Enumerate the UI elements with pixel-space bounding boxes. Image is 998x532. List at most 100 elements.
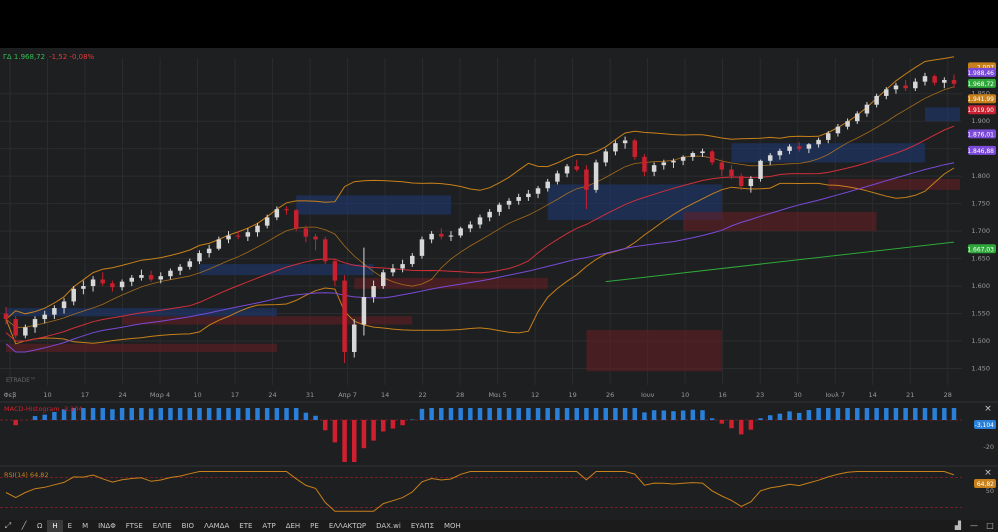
macd-bar xyxy=(177,408,183,420)
candle xyxy=(526,193,531,198)
candle xyxy=(874,95,879,105)
macd-bar xyxy=(129,408,135,420)
timeframe-tab[interactable]: DAX.wi xyxy=(376,522,401,530)
candle xyxy=(709,151,715,163)
x-tick-label: Ιουν xyxy=(641,391,655,399)
macd-bar xyxy=(632,408,638,420)
timeframe-tab[interactable]: Ω xyxy=(37,522,43,530)
macd-bar xyxy=(564,408,570,420)
zone-box xyxy=(828,178,960,190)
macd-bar xyxy=(322,420,328,431)
top-blank xyxy=(0,0,998,48)
timeframe-tab[interactable]: ΡΕ xyxy=(310,522,319,530)
candle xyxy=(3,313,9,320)
candles xyxy=(3,72,957,364)
macd-bar xyxy=(680,410,686,420)
timeframe-tab[interactable]: ΛΑΜΔΑ xyxy=(204,522,230,530)
macd-bar xyxy=(545,408,550,420)
candle xyxy=(603,151,609,163)
macd-bar xyxy=(477,408,483,420)
macd-bar xyxy=(738,420,744,435)
timeframe-tab[interactable]: Μ xyxy=(82,522,89,530)
timeframe-tab[interactable]: ΕΥΑΠΣ xyxy=(410,522,434,530)
timeframe-tab[interactable]: Η xyxy=(47,520,63,532)
macd-bar xyxy=(516,408,521,420)
macd-bar xyxy=(216,408,222,420)
timeframe-tab[interactable]: ΜΟΗ xyxy=(444,522,461,530)
y-tick-label: 1.450 xyxy=(971,365,990,373)
x-tick-label: 10 xyxy=(43,391,51,399)
candle xyxy=(13,319,18,336)
ma-red xyxy=(5,125,955,342)
timeframe-tab[interactable]: ΕΛΠΕ xyxy=(152,522,172,530)
macd-histogram xyxy=(13,408,957,462)
candle xyxy=(613,143,618,152)
y-tick-label: 1.500 xyxy=(971,337,990,345)
candle xyxy=(400,264,405,269)
ma-green xyxy=(605,241,955,283)
price-tag xyxy=(968,78,996,88)
candle xyxy=(951,79,957,84)
macd-bar xyxy=(593,408,599,420)
watermark: ETRADE™ xyxy=(6,377,36,384)
y-tick-label: 1.800 xyxy=(971,172,990,180)
macd-bar xyxy=(410,419,415,420)
timeframe-tab[interactable]: ΕΤΕ xyxy=(239,522,253,530)
macd-bar xyxy=(835,408,841,420)
y-tick-label: 1.750 xyxy=(971,200,990,208)
candle xyxy=(729,169,734,177)
timeframe-tab[interactable]: ΒΙΟ xyxy=(181,522,195,530)
candle xyxy=(719,162,725,170)
candle xyxy=(274,209,280,218)
macd-bar xyxy=(777,413,783,420)
minimize-icon[interactable]: — xyxy=(970,521,978,530)
candle xyxy=(168,270,173,277)
candle xyxy=(884,89,889,96)
draw-line-icon[interactable]: ╱ xyxy=(21,521,27,530)
y-tick-label: 1.900 xyxy=(971,117,990,125)
chart-type-icon[interactable]: ▟ xyxy=(954,521,962,530)
x-tick-label: 16 xyxy=(719,391,727,399)
candle xyxy=(439,233,444,237)
macd-bar xyxy=(913,408,918,420)
x-tick-label: 22 xyxy=(418,391,426,399)
x-tick-label: Μαι 5 xyxy=(488,391,506,399)
candle xyxy=(593,162,599,190)
timeframe-tab[interactable]: Ε xyxy=(67,522,73,530)
price-change: -1,52 -0,08% xyxy=(49,53,95,61)
candle xyxy=(100,279,105,284)
macd-bar xyxy=(855,408,860,420)
timeframe-tab[interactable]: FTSE xyxy=(125,522,143,530)
timeframe-tab[interactable]: ΕΛΛΑΚΤΩΡ xyxy=(328,522,367,530)
timeframe-tab[interactable]: ΑΤΡ xyxy=(262,522,276,530)
x-tick-label: 23 xyxy=(756,391,764,399)
price-tag-label: 1.941,99 xyxy=(967,96,994,103)
candle xyxy=(293,210,299,229)
candle xyxy=(545,181,550,189)
x-tick-label: 17 xyxy=(231,391,239,399)
macd-bar xyxy=(158,408,164,420)
macd-bar xyxy=(806,410,812,420)
candle xyxy=(574,166,579,170)
macd-bar xyxy=(951,408,957,420)
x-tick-label: 19 xyxy=(568,391,576,399)
candle xyxy=(835,126,841,134)
candle xyxy=(23,327,28,336)
macd-bar xyxy=(796,412,802,420)
price-tag xyxy=(968,105,996,115)
candle xyxy=(932,76,937,83)
candle xyxy=(264,217,270,226)
candle xyxy=(313,236,318,240)
fullscreen-icon[interactable]: □ xyxy=(986,521,994,530)
macd-bar xyxy=(226,408,231,420)
timeframe-tab[interactable]: ΔΕΗ xyxy=(285,522,301,530)
expand-icon[interactable]: ⤢ xyxy=(4,521,12,530)
macd-bar xyxy=(622,408,628,420)
macd-bar xyxy=(497,408,502,420)
timeframe-tab[interactable]: ΙΝΔΦ xyxy=(98,522,116,530)
macd-bar xyxy=(139,408,144,420)
macd-bar xyxy=(526,408,531,420)
candle xyxy=(245,232,251,237)
candle xyxy=(497,204,502,212)
